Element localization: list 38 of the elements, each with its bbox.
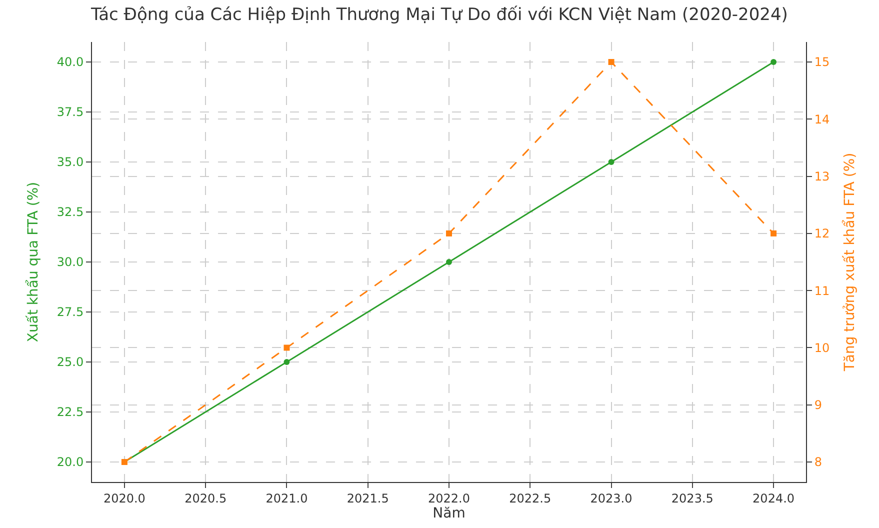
x-tick-label: 2020.0 [103, 491, 146, 506]
y-tick-label: 25.0 [56, 355, 84, 370]
x-tick-label: 2022.0 [428, 491, 470, 506]
x-tick-label: 2021.5 [346, 491, 389, 506]
point [608, 59, 614, 65]
point [770, 59, 777, 65]
y2-tick-label: 15 [814, 55, 830, 70]
point [770, 230, 777, 236]
point [284, 344, 290, 351]
y-tick-label: 35.0 [56, 155, 84, 170]
y-tick-label: 32.5 [56, 205, 84, 220]
point [284, 359, 290, 365]
y2-tick-label: 13 [814, 169, 830, 184]
point [446, 259, 452, 265]
y2-axis-title: Tăng trưởng xuất khẩu FTA (%) [840, 152, 858, 372]
y2-tick-label: 12 [814, 226, 830, 241]
y-tick-label: 22.5 [56, 405, 84, 420]
y2-tick-label: 11 [814, 284, 830, 298]
chart-title: Tác Động của Các Hiệp Định Thương Mại Tự Do đối với KCN Việt Nam (2020-2024) [90, 4, 788, 25]
y2-tick-label: 8 [814, 455, 822, 470]
x-tick-label: 2023.0 [590, 491, 632, 506]
x-tick-label: 2021.0 [266, 491, 308, 506]
y2-tick-label: 9 [814, 398, 822, 412]
y-tick-label: 27.5 [56, 305, 84, 320]
y-tick-label: 40.0 [56, 55, 84, 70]
x-tick-label: 2022.5 [509, 491, 552, 506]
y-tick-label: 37.5 [56, 105, 84, 120]
y2-tick-label: 10 [814, 340, 830, 355]
y-tick-label: 30.0 [56, 255, 84, 270]
x-tick-label: 2020.5 [184, 491, 227, 506]
x-axis-title: Năm [432, 505, 466, 522]
y-tick-label: 20.0 [56, 455, 84, 470]
x-tick-label: 2023.5 [671, 491, 714, 506]
y2-tick-label: 14 [814, 112, 830, 126]
point [608, 159, 614, 165]
y-axis-title: Xuất khẩu qua FTA (%) [24, 182, 42, 342]
x-tick-label: 2024.0 [752, 491, 795, 506]
point [446, 230, 452, 236]
